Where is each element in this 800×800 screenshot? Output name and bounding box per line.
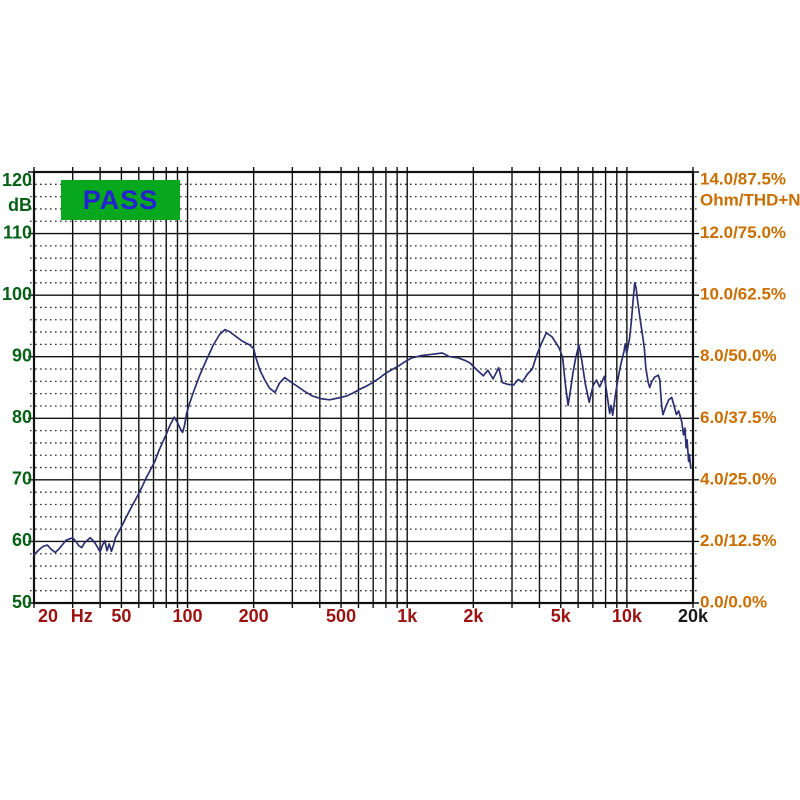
bottom-axis-tick-5k: 5k xyxy=(551,606,572,626)
pass-badge: PASS xyxy=(61,180,180,220)
right-axis-tick-80: 6.0/37.5% xyxy=(700,408,777,427)
right-axis-tick-120: 14.0/87.5% xyxy=(700,169,786,188)
right-axis-tick-90: 8.0/50.0% xyxy=(700,346,777,365)
left-axis-tick-70: 70 xyxy=(12,469,32,489)
right-axis-unit: Ohm/THD+N xyxy=(700,190,800,209)
bottom-axis-tick-500: 500 xyxy=(326,606,356,626)
bottom-axis-tick-100: 100 xyxy=(173,606,203,626)
right-axis-tick-110: 12.0/75.0% xyxy=(700,223,786,242)
bottom-axis-tick-20k: 20k xyxy=(678,606,709,626)
bottom-axis-tick-20: 20 xyxy=(38,606,58,626)
right-axis-tick-100: 10.0/62.5% xyxy=(700,285,786,304)
bottom-axis-tick-Hz: Hz xyxy=(71,606,93,626)
pass-badge-label: PASS xyxy=(82,184,159,215)
left-axis-tick-110: 110 xyxy=(3,222,32,242)
bottom-axis-tick-2k: 2k xyxy=(463,606,484,626)
left-axis-tick-120: 120 xyxy=(2,170,32,190)
left-axis-unit: dB xyxy=(8,195,32,215)
left-axis-tick-80: 80 xyxy=(12,407,32,427)
bottom-axis-tick-10k: 10k xyxy=(612,606,643,626)
response-curve xyxy=(33,281,692,556)
bottom-axis-tick-50: 50 xyxy=(111,606,131,626)
plot-border xyxy=(32,170,695,605)
left-axis-tick-100: 100 xyxy=(2,284,32,304)
right-axis-tick-50: 0.0/0.0% xyxy=(700,592,767,611)
right-axis-tick-70: 4.0/25.0% xyxy=(700,469,777,488)
right-axis-tick-60: 2.0/12.5% xyxy=(700,531,777,550)
left-axis-tick-60: 60 xyxy=(12,530,32,550)
bottom-axis-tick-200: 200 xyxy=(239,606,269,626)
left-axis-tick-50: 50 xyxy=(12,592,32,612)
bottom-axis-tick-1k: 1k xyxy=(397,606,418,626)
left-axis-tick-90: 90 xyxy=(12,345,32,365)
